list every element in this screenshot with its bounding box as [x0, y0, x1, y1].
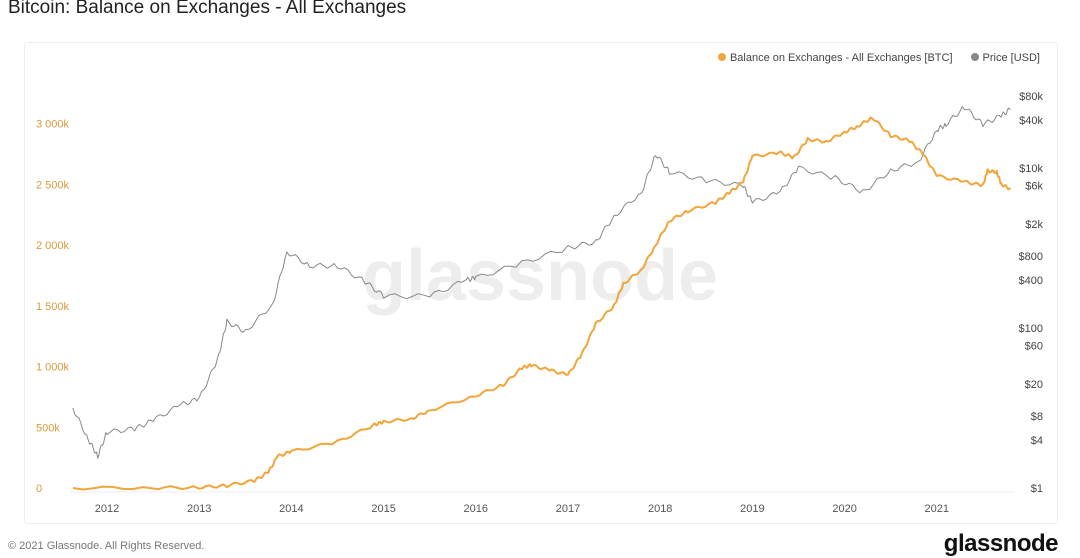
- chart-card: [24, 42, 1058, 524]
- legend-dot-price: [970, 53, 979, 61]
- footer-copyright: © 2021 Glassnode. All Rights Reserved.: [8, 540, 205, 552]
- legend-label-price: Price [USD]: [982, 52, 1040, 64]
- legend-item-price[interactable]: Price [USD]: [970, 52, 1040, 64]
- y-left-tick-label: 1 000k: [36, 362, 70, 374]
- x-tick-label: 2018: [648, 503, 672, 515]
- y-right-tick-label: $4: [1031, 435, 1043, 447]
- legend-label-balance: Balance on Exchanges - All Exchanges [BT…: [729, 52, 953, 64]
- y-right-tick-label: $2k: [1025, 219, 1043, 231]
- x-tick-label: 2021: [925, 503, 949, 515]
- y-right-tick-label: $60: [1025, 341, 1043, 353]
- y-right-tick-label: $80k: [1019, 91, 1043, 103]
- glassnode-logo: glassnode: [943, 530, 1059, 557]
- x-tick-label: 2020: [832, 503, 856, 515]
- balance-line: [72, 116, 1011, 491]
- y-right-tick-label: $40k: [1019, 115, 1043, 127]
- x-tick-label: 2014: [279, 503, 303, 515]
- x-tick-label: 2019: [740, 503, 764, 515]
- y-right-tick-label: $800: [1019, 251, 1043, 263]
- y-right-tick-label: $6k: [1025, 181, 1043, 193]
- x-tick-label: 2012: [95, 503, 119, 515]
- x-tick-label: 2017: [556, 503, 580, 515]
- y-left-tick-label: 1 500k: [36, 301, 70, 313]
- x-tick-label: 2013: [187, 503, 211, 515]
- legend: Balance on Exchanges - All Exchanges [BT…: [717, 52, 1040, 64]
- y-right-tick-label: $400: [1019, 275, 1043, 287]
- y-left-tick-label: 3 000k: [36, 119, 70, 131]
- y-left-tick-label: 500k: [36, 422, 60, 434]
- y-right-tick-label: $100: [1019, 323, 1043, 335]
- legend-dot-balance: [717, 53, 726, 61]
- price-line: [72, 106, 1011, 459]
- legend-item-balance[interactable]: Balance on Exchanges - All Exchanges [BT…: [717, 52, 953, 64]
- y-left-tick-label: 2 000k: [36, 240, 70, 252]
- x-tick-label: 2015: [371, 503, 395, 515]
- y-left-tick-label: 2 500k: [36, 179, 70, 191]
- y-right-tick-label: $10k: [1019, 163, 1043, 175]
- y-right-tick-label: $8: [1031, 411, 1043, 423]
- y-left-tick-label: 0: [36, 483, 42, 495]
- page-title: Bitcoin: Balance on Exchanges - All Exch…: [8, 0, 407, 18]
- x-tick-label: 2016: [464, 503, 488, 515]
- y-right-tick-label: $1: [1031, 483, 1043, 495]
- y-right-tick-label: $20: [1025, 379, 1043, 391]
- watermark: glassnode: [362, 236, 718, 316]
